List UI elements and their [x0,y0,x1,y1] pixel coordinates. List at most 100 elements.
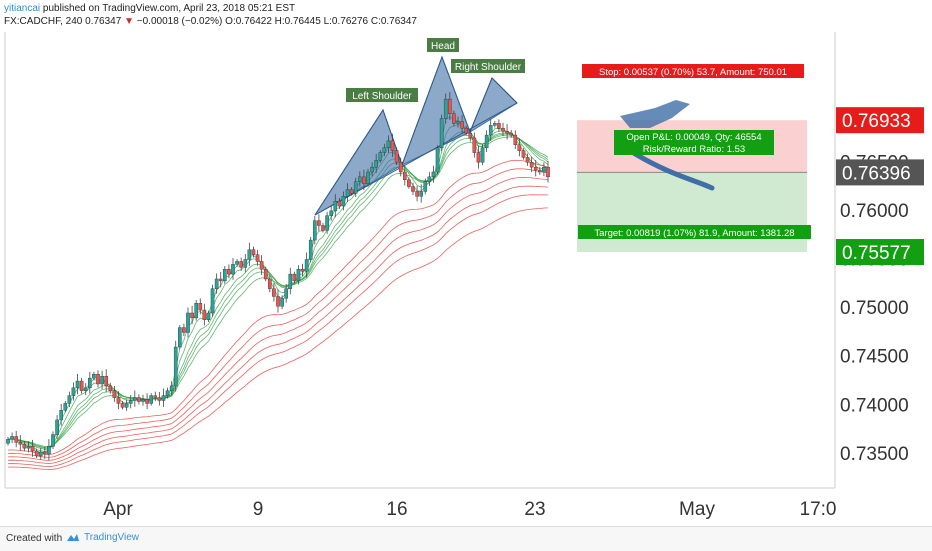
stop-price-label-box [836,107,924,134]
y-tick-label: 0.73500 [840,444,909,465]
candle-body [415,191,419,197]
candle-body [407,179,411,187]
candle-body [427,176,432,182]
last-price: 0.76347 [85,16,122,27]
x-tick-label: 23 [524,499,545,520]
candle-body [124,403,129,408]
left-shoulder-label: Left Shoulder [352,91,412,102]
candle-body [370,166,374,173]
candle-body [374,160,378,168]
price-chart[interactable]: Stop: 0.00537 (0.70%) 53.7, Amount: 750.… [0,0,932,526]
pnl-label: Open P&L: 0.00049, Qty: 46554 [626,132,761,143]
stop-price-label: 0.76933 [842,111,911,132]
candle-body [308,239,313,260]
candle-body [386,140,391,148]
candle-body [538,169,542,173]
candle-body [112,390,117,398]
candle-body [493,123,497,126]
candle-body [161,395,166,401]
candle-body [304,259,309,272]
target-zone [577,172,807,253]
candle-body [10,436,14,440]
candle-body [484,134,489,148]
x-tick-label: 9 [253,499,264,520]
candle-body [128,400,133,404]
candle-body [300,269,305,272]
candle-body [431,171,436,178]
pnl-label-box [614,130,774,143]
candle-body [435,147,440,173]
cloud-icon [67,533,79,541]
candle-body [329,210,333,216]
candle-body [280,298,284,307]
candle-body [272,288,276,297]
candle-body [108,385,113,391]
candle-body [497,123,501,129]
current-price-label: 0.76396 [842,163,911,184]
candle-body [533,166,538,171]
axes-layer: 0.735000.740000.745000.750000.755000.760… [103,107,924,520]
candle-body [206,312,211,320]
candle-body [104,375,108,387]
candle-body [51,434,55,447]
ma-red-line [7,168,549,458]
candle-body [165,390,170,396]
candle-body [55,419,59,435]
candle-body [259,261,264,270]
candle-body [476,152,481,163]
candle-body [403,171,407,180]
ma-red-line [7,194,549,467]
candle-body [390,140,395,151]
pattern-outline [314,55,518,216]
candle-body [214,278,219,289]
candle-body [14,436,18,443]
annotations-layer: Stop: 0.00537 (0.70%) 53.7, Amount: 750.… [346,38,811,239]
candle-body [231,264,235,275]
ma-red-line [7,159,549,455]
candle-body [169,385,174,391]
candle-body [202,309,207,320]
target-price-label-box [836,239,924,266]
candle-body [321,225,325,231]
candle-body [468,132,473,139]
candle-body [480,147,485,163]
candle-body [358,176,362,182]
candle-body [313,220,317,241]
candle-body [501,128,505,132]
candle-body [149,395,153,404]
y-tick-label: 0.75000 [840,298,909,319]
candle-body [517,144,522,151]
right-shoulder-label-box [451,59,525,73]
candle-body [75,380,80,389]
candle-body [341,196,346,207]
y-tick-label: 0.76000 [840,201,909,222]
candle-body [460,121,464,129]
candle-body [509,132,513,136]
rr-label-box [614,142,774,155]
author-link[interactable]: yitiancai [4,3,41,14]
candle-body [296,269,301,282]
candle-body [317,220,321,226]
y-tick-label: 0.74000 [840,395,909,416]
candle-body [227,269,231,275]
candle-body [239,261,243,268]
candle-body [284,288,288,299]
tradingview-logo[interactable]: TradingView [66,532,139,543]
candle-body [67,395,72,404]
candle-body [382,147,387,153]
pattern-neckline [314,102,518,216]
candle-body [333,200,338,212]
symbol-line: FX:CADCHF, 240 0.76347 ▼ −0.00018 (−0.02… [4,16,417,27]
candle-body [263,269,268,280]
candle-body [223,269,227,282]
candle-body [292,273,297,282]
candle-body [71,387,76,396]
candle-body [157,397,162,401]
candle-body [30,445,35,452]
publish-text: published on TradingView.com, April 23, … [40,3,296,14]
target-label: Target: 0.00819 (1.07%) 81.9, Amount: 13… [594,228,794,239]
x-tick-label: 16 [386,499,407,520]
candle-body [235,261,239,265]
candle-body [18,442,23,445]
candle-body [366,171,370,184]
